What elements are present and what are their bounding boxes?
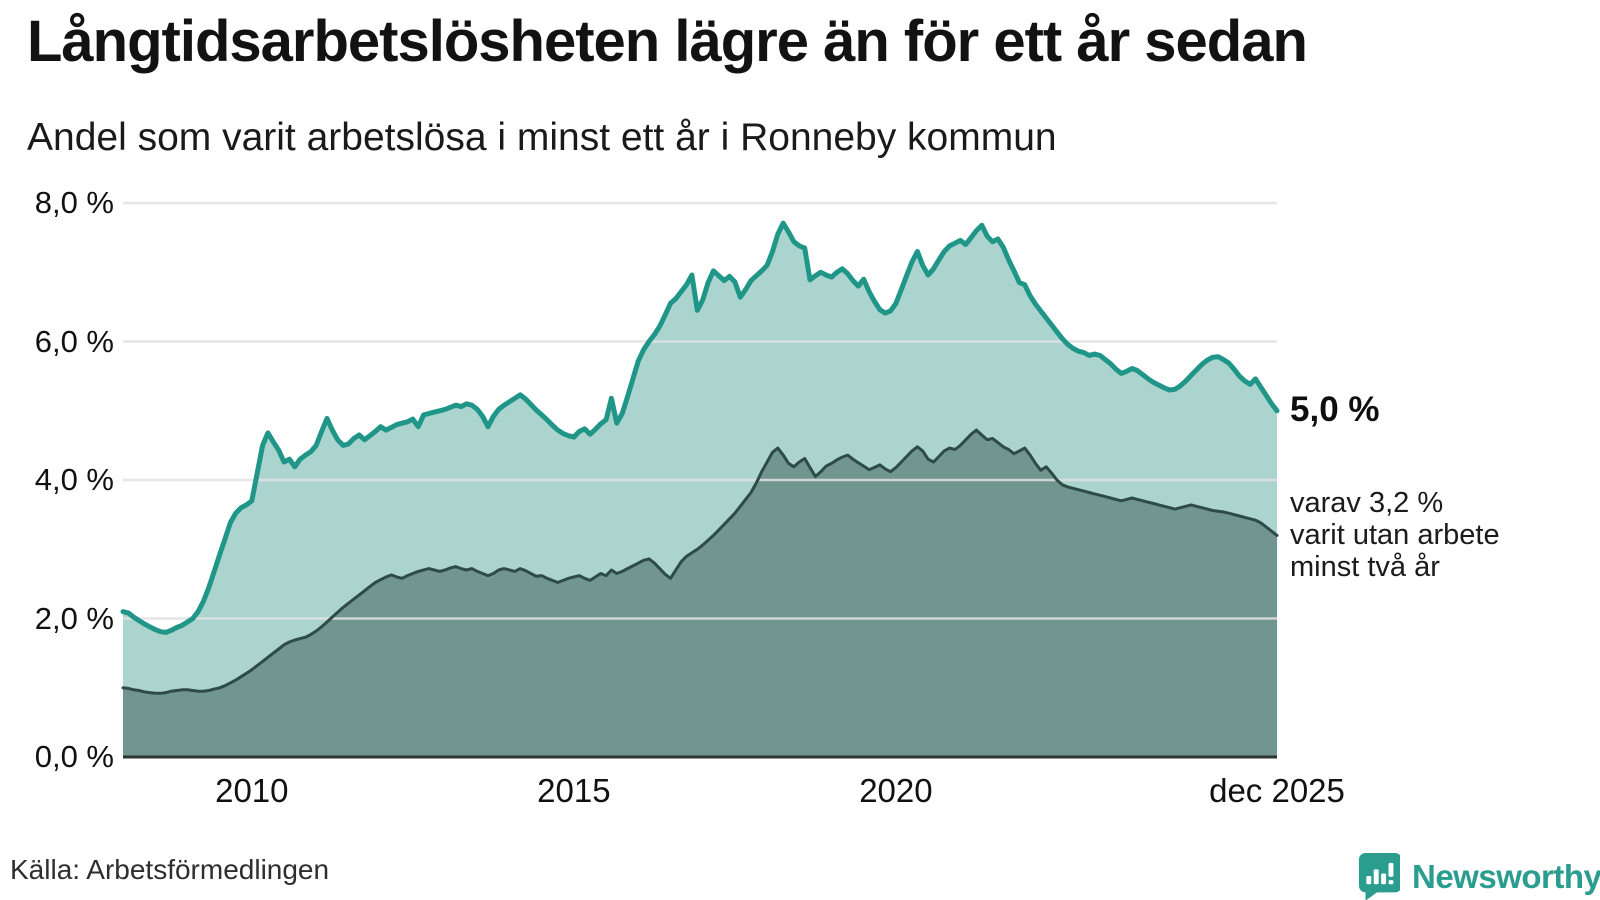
x-tick-2010: 2010: [215, 772, 289, 809]
y-tick-4: 4,0 %: [34, 462, 114, 497]
latest-value-label: 5,0 %: [1290, 390, 1380, 429]
newsworthy-logo-icon: [1358, 853, 1400, 900]
secondary-value-line-2: varit utan arbete: [1290, 519, 1500, 551]
secondary-value-label: varav 3,2 % varit utan arbete minst två …: [1290, 487, 1500, 583]
secondary-value-line-3: minst två år: [1290, 551, 1440, 583]
y-tick-6: 6,0 %: [34, 323, 114, 359]
y-tick-2: 2,0 %: [34, 600, 114, 636]
source-credit: Källa: Arbetsförmedlingen: [10, 854, 330, 885]
y-tick-0: 0,0 %: [34, 739, 114, 774]
series-line-1: [121, 428, 1279, 695]
y-tick-8: 8,0 %: [34, 185, 114, 220]
newsworthy-brand: Newsworthy: [1354, 851, 1600, 900]
secondary-value-line-1: varav 3,2 %: [1290, 487, 1444, 519]
x-tick-2020: 2020: [859, 772, 933, 809]
newsworthy-wordmark: Newsworthy: [1412, 858, 1600, 895]
page-subtitle: Andel som varit arbetslösa i minst ett å…: [27, 116, 1057, 159]
x-tick-dec-2025: dec 2025: [1209, 772, 1345, 809]
page-title: Långtidsarbetslösheten lägre än för ett …: [27, 9, 1308, 74]
x-tick-2015: 2015: [537, 772, 611, 809]
series-area-1: [123, 430, 1277, 757]
series-line-0: [120, 220, 1280, 635]
